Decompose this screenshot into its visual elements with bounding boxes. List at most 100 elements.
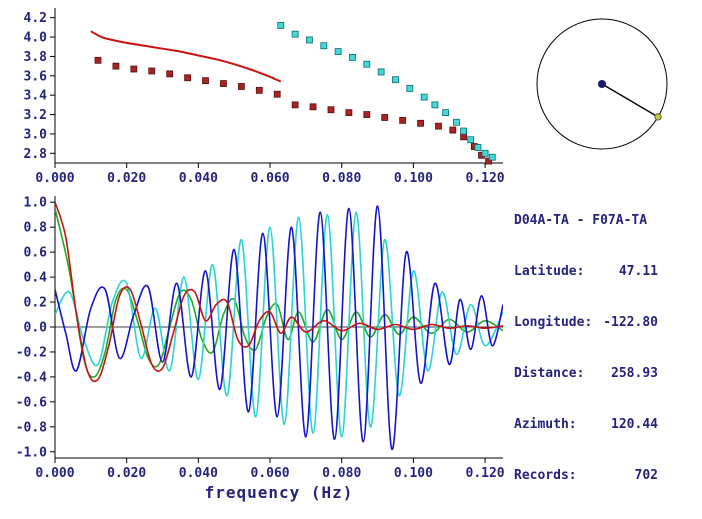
dispersion-picks-dark-red [381, 114, 389, 121]
dispersion-picks-cyan [392, 76, 399, 84]
dispersion-picks-dark-red [309, 103, 317, 111]
dispersion-picks-cyan [474, 144, 482, 151]
waveform-plot-xtick-label: 0.080 [322, 466, 361, 481]
dispersion-picks-cyan [442, 109, 450, 117]
dispersion-plot-ytick-label: 3.2 [24, 108, 47, 123]
dispersion-picks-dark-red [460, 133, 467, 141]
dispersion-picks-dark-red [363, 111, 371, 118]
dispersion-picks-dark-red [184, 74, 192, 82]
dispersion-picks-dark-red [345, 109, 353, 117]
dispersion-picks-dark-red [327, 106, 335, 114]
dispersion-picks-cyan [431, 101, 439, 109]
waveform-plot-xtick-label: 0.060 [250, 466, 289, 481]
dispersion-picks-cyan [377, 68, 385, 76]
dispersion-plot-axes [54, 8, 503, 164]
waveform-traces [55, 201, 503, 451]
pair-station-dot [654, 113, 662, 121]
latitude-value: 47.11 [618, 264, 658, 279]
dispersion-picks-dark-red [112, 62, 120, 70]
station-pair-title: D04A-TA - F07A-TA [514, 213, 648, 228]
dispersion-picks-dark-red [255, 86, 263, 94]
waveform-plot-ytick-label: 0.4 [24, 271, 48, 286]
dispersion-picks-cyan [406, 85, 414, 92]
dispersion-plot-xtick-label: 0.080 [322, 171, 361, 186]
dispersion-plot-ytick-label: 3.6 [24, 69, 48, 84]
longitude-value: -122.80 [603, 315, 658, 330]
info-row-longitude: Longitude: -122.80 [514, 314, 658, 331]
dispersion-picks-cyan [349, 54, 356, 61]
waveform-plot-xtick-label: 0.000 [35, 466, 74, 481]
distance-label: Distance: [514, 366, 585, 381]
waveform-plot-ytick-label: 0.2 [24, 296, 47, 311]
azimuth-label: Azimuth: [514, 417, 577, 432]
dispersion-plot-ytick-label: 3.0 [24, 127, 48, 142]
dispersion-plot-ytick-label: 2.8 [24, 147, 48, 162]
bottom-xaxis-title: frequency (Hz) [204, 483, 354, 502]
dispersion-picks-cyan [306, 36, 313, 44]
records-value: 702 [634, 468, 658, 483]
dispersion-plot-xtick-label: 0.060 [250, 171, 289, 186]
waveform-plot-ytick-label: 0.8 [24, 221, 48, 236]
azimuth-circle [536, 18, 668, 150]
dispersion-picks-cyan [481, 149, 489, 157]
waveform-plot-xtick-label: 0.040 [179, 466, 218, 481]
dispersion-picks-dark-red [291, 101, 299, 109]
dispersion-picks-cyan [320, 42, 328, 50]
dispersion-picks-dark-red [202, 77, 209, 85]
records-label: Records: [514, 468, 577, 483]
waveform-plot-ytick-label: -0.6 [16, 395, 47, 410]
latitude-label: Latitude: [514, 264, 585, 279]
dispersion-picks-cyan [453, 118, 460, 126]
azimuth-line [601, 83, 659, 118]
waveform-plot-xtick-label: 0.120 [466, 466, 505, 481]
waveform-plot-ytick-label: -0.2 [16, 345, 47, 360]
dispersion-picks-dark-red [485, 157, 493, 165]
info-row-latitude: Latitude: 47.11 [514, 263, 658, 280]
center-station-dot [598, 80, 606, 88]
info-row-azimuth: Azimuth: 120.44 [514, 416, 658, 433]
waveform-plot-ytick-label: -0.4 [16, 370, 47, 385]
info-row-distance: Distance: 258.93 [514, 365, 658, 382]
waveform-plot-ytick-label: 0.0 [24, 321, 48, 336]
dispersion-picks-dark-red [94, 56, 102, 64]
waveform-plot-ytick-label: 1.0 [24, 196, 48, 211]
longitude-label: Longitude: [514, 315, 593, 330]
dispersion-plot-ytick-label: 4.2 [24, 11, 47, 26]
dispersion-picks-cyan [363, 60, 371, 68]
dispersion-picks-cyan [460, 127, 467, 135]
dispersion-plot-xtick-label: 0.000 [35, 171, 74, 186]
waveform-plot-xtick-label: 0.020 [107, 466, 146, 481]
distance-value: 258.93 [611, 366, 658, 381]
dispersion-plot-ytick-label: 4.0 [24, 31, 48, 46]
dispersion-picks-cyan [291, 30, 299, 38]
dispersion-picks-dark-red [130, 65, 138, 73]
azimuth-value: 120.44 [611, 417, 658, 432]
info-row-records: Records: 702 [514, 467, 658, 484]
dispersion-picks-cyan [488, 153, 496, 161]
waveform-plot-ytick-label: -0.8 [16, 420, 47, 435]
dispersion-picks-dark-red [237, 83, 245, 90]
dispersion-picks-dark-red [435, 122, 442, 130]
dispersion-picks-dark-red [273, 90, 281, 98]
dispersion-picks-cyan [334, 48, 342, 55]
dispersion-picks-dark-red [399, 116, 407, 124]
dispersion-picks-cyan [277, 22, 285, 29]
dispersion-plot-xtick-label: 0.040 [179, 171, 218, 186]
dispersion-picks-dark-red [166, 70, 174, 78]
dispersion-plot-xtick-label: 0.120 [466, 171, 505, 186]
dispersion-plot-xtick-label: 0.100 [394, 171, 433, 186]
dispersion-plot-xtick-label: 0.020 [107, 171, 146, 186]
dispersion-plot-ytick-label: 3.8 [24, 50, 48, 65]
dispersion-plot-ytick-label: 3.4 [24, 89, 48, 104]
dispersion-picks-dark-red [148, 67, 156, 75]
dispersion-picks-cyan [467, 136, 475, 144]
dispersion-picks-cyan [420, 93, 428, 101]
red-trace [55, 201, 503, 383]
dispersion-picks-dark-red [449, 126, 457, 134]
station-info-panel: D04A-TA - F07A-TA Latitude: 47.11 Longit… [514, 178, 658, 518]
waveform-plot-ytick-label: 0.6 [24, 246, 48, 261]
blue-trace [55, 205, 503, 451]
model-dispersion-line [90, 30, 282, 83]
